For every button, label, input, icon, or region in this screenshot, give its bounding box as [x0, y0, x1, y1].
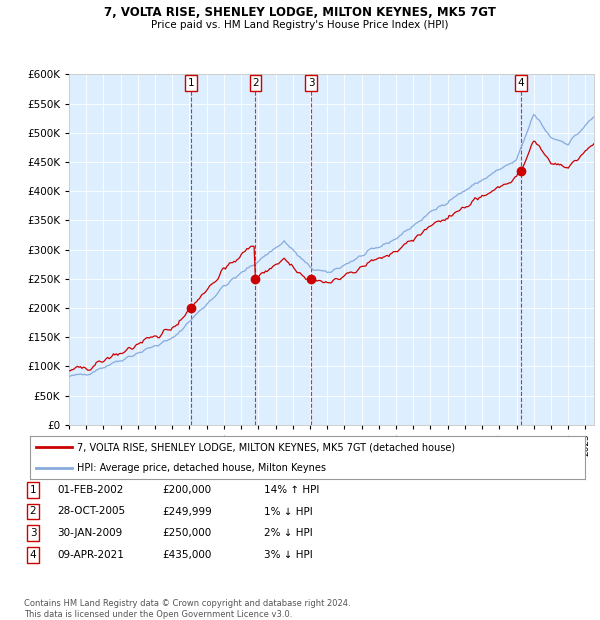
Text: 2: 2 [252, 78, 259, 88]
Text: 30-JAN-2009: 30-JAN-2009 [57, 528, 122, 538]
Text: 4: 4 [518, 78, 524, 88]
Text: 7, VOLTA RISE, SHENLEY LODGE, MILTON KEYNES, MK5 7GT: 7, VOLTA RISE, SHENLEY LODGE, MILTON KEY… [104, 6, 496, 19]
Text: £249,999: £249,999 [162, 507, 212, 516]
Text: 14% ↑ HPI: 14% ↑ HPI [264, 485, 319, 495]
Text: 2: 2 [29, 507, 37, 516]
Text: Price paid vs. HM Land Registry's House Price Index (HPI): Price paid vs. HM Land Registry's House … [151, 20, 449, 30]
Text: 3: 3 [308, 78, 314, 88]
Text: 3: 3 [29, 528, 37, 538]
Text: 1: 1 [188, 78, 194, 88]
Text: £250,000: £250,000 [162, 528, 211, 538]
Text: 1: 1 [29, 485, 37, 495]
Text: 1% ↓ HPI: 1% ↓ HPI [264, 507, 313, 516]
Text: 2% ↓ HPI: 2% ↓ HPI [264, 528, 313, 538]
Text: HPI: Average price, detached house, Milton Keynes: HPI: Average price, detached house, Milt… [77, 463, 326, 473]
Text: 3% ↓ HPI: 3% ↓ HPI [264, 550, 313, 560]
Text: 7, VOLTA RISE, SHENLEY LODGE, MILTON KEYNES, MK5 7GT (detached house): 7, VOLTA RISE, SHENLEY LODGE, MILTON KEY… [77, 442, 455, 452]
Text: Contains HM Land Registry data © Crown copyright and database right 2024.
This d: Contains HM Land Registry data © Crown c… [24, 600, 350, 619]
Text: £435,000: £435,000 [162, 550, 211, 560]
Text: 4: 4 [29, 550, 37, 560]
Text: £200,000: £200,000 [162, 485, 211, 495]
Text: 28-OCT-2005: 28-OCT-2005 [57, 507, 125, 516]
Text: 01-FEB-2002: 01-FEB-2002 [57, 485, 124, 495]
Text: 09-APR-2021: 09-APR-2021 [57, 550, 124, 560]
